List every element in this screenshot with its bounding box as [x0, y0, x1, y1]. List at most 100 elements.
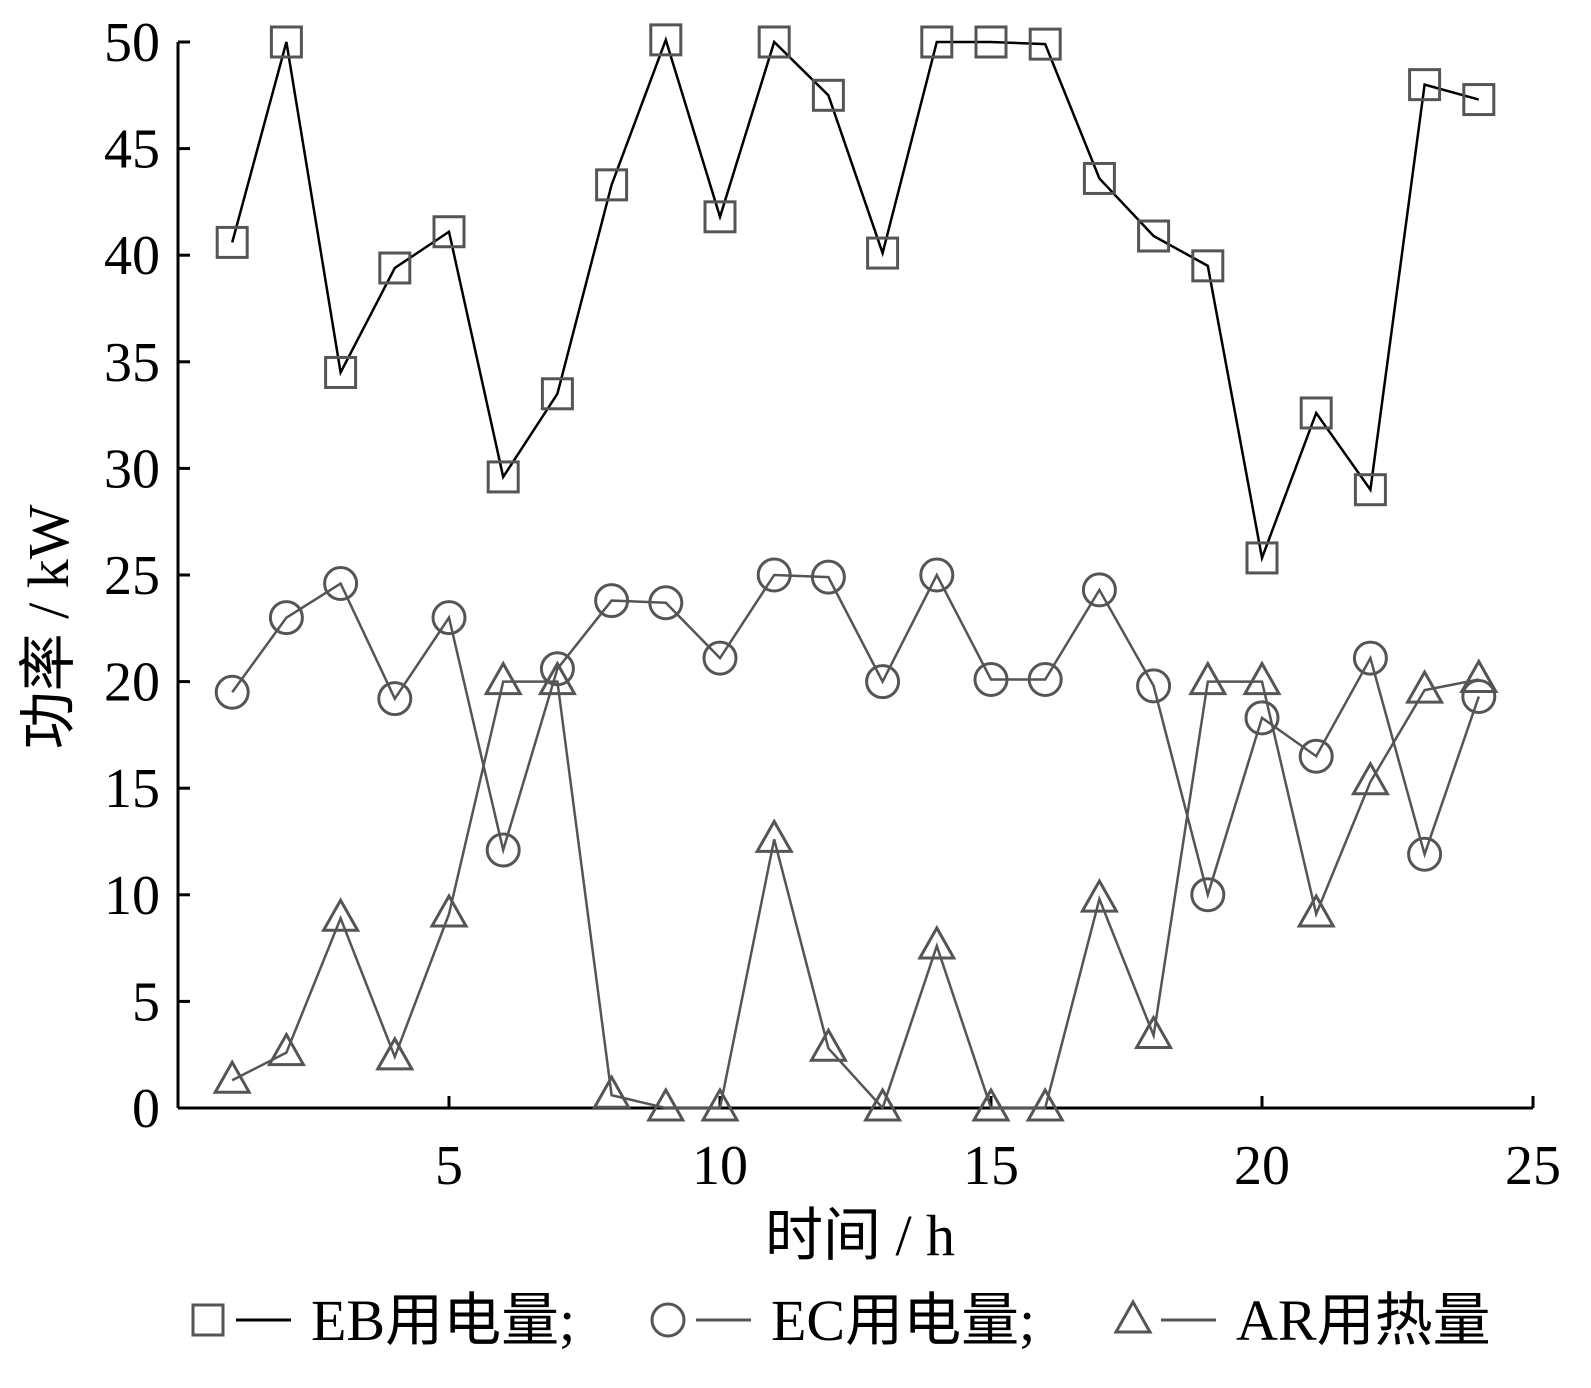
series-line-square [230, 35, 1480, 563]
data-point-triangle [917, 924, 957, 960]
y-tick-label: 40 [104, 225, 160, 287]
data-point-square [269, 25, 303, 59]
data-point-circle [1461, 679, 1497, 715]
data-point-triangle [700, 1086, 740, 1122]
series-group [212, 23, 1499, 1122]
data-point-square [920, 25, 954, 59]
data-point-triangle [429, 892, 469, 928]
y-tick-label: 15 [104, 758, 160, 820]
legend-item-triangle: AR用热量 [1113, 1288, 1491, 1353]
data-point-circle [1136, 668, 1172, 704]
y-tick-label: 35 [104, 332, 160, 394]
x-axis-title: 时间 / h [765, 1203, 955, 1268]
data-point-circle [1027, 661, 1063, 697]
data-point-square [432, 215, 466, 249]
data-point-square [1137, 219, 1171, 253]
data-point-square [595, 168, 629, 202]
legend-label-square: EB用电量; [311, 1288, 575, 1353]
data-point-triangle [212, 1059, 252, 1094]
y-axis-title: 功率 / kW [16, 504, 81, 749]
data-point-square [1408, 68, 1442, 102]
data-point-circle [377, 681, 413, 717]
legend-item-square: EB用电量; [191, 1288, 575, 1353]
data-point-triangle [1296, 892, 1336, 928]
y-tick-label: 50 [104, 12, 160, 74]
data-point-circle [1244, 700, 1280, 736]
x-tick-label: 25 [1505, 1135, 1561, 1197]
data-point-circle [810, 559, 846, 595]
data-point-square [540, 377, 574, 411]
series-square [215, 23, 1496, 575]
data-point-square [1353, 473, 1387, 507]
data-point-circle [1298, 738, 1334, 774]
data-point-square [974, 25, 1008, 59]
data-point-square [811, 78, 845, 112]
data-point-circle [485, 832, 521, 868]
data-point-circle [648, 585, 684, 621]
legend-label-circle: EC用电量; [771, 1288, 1035, 1353]
data-point-square [1245, 541, 1279, 575]
data-point-circle [431, 600, 467, 636]
data-point-square [378, 251, 412, 285]
series-triangle [212, 658, 1499, 1122]
legend: EB用电量; EC用电量; AR用热量 [191, 1288, 1491, 1353]
legend-label-triangle: AR用热量 [1236, 1288, 1491, 1353]
y-tick-label: 30 [104, 438, 160, 500]
data-point-triangle [483, 660, 523, 696]
data-point-square [1299, 396, 1333, 430]
y-tick-label: 5 [132, 971, 160, 1033]
y-tick-label: 25 [104, 545, 160, 607]
legend-item-circle: EC用电量; [650, 1288, 1035, 1353]
data-point-circle [756, 557, 792, 593]
data-point-square [486, 460, 520, 494]
legend-marker-triangle [1113, 1298, 1153, 1334]
data-point-circle [1407, 836, 1443, 872]
data-point-circle [973, 661, 1009, 697]
data-point-square [757, 25, 791, 59]
series-circle [214, 557, 1497, 913]
x-tick-label: 5 [435, 1135, 463, 1197]
data-point-triangle [537, 660, 577, 696]
data-point-triangle [266, 1031, 306, 1067]
data-point-square [1462, 83, 1496, 117]
y-tick-label: 20 [104, 652, 160, 714]
data-point-square [703, 200, 737, 234]
series-line-circle [231, 572, 1480, 900]
data-point-circle [919, 557, 955, 593]
data-point-circle [865, 664, 901, 700]
data-point-triangle [1459, 658, 1499, 693]
data-point-circle [539, 651, 575, 687]
data-point-triangle [971, 1086, 1011, 1122]
data-point-square [1191, 249, 1225, 283]
legend-marker-circle [650, 1302, 686, 1338]
y-tick-label: 0 [132, 1078, 160, 1140]
data-point-square [649, 23, 683, 57]
data-point-triangle [1405, 669, 1445, 704]
data-point-triangle [863, 1086, 903, 1122]
data-point-circle [594, 583, 630, 619]
x-tick-label: 20 [1234, 1135, 1290, 1197]
legend-marker-square [191, 1303, 225, 1337]
data-point-triangle [1079, 878, 1119, 913]
data-point-square [324, 355, 358, 389]
data-point-triangle [375, 1035, 415, 1071]
axes: 0 5 10 15 20 25 30 35 40 45 50 5 10 15 20 25 [104, 12, 1561, 1197]
x-tick-label: 15 [963, 1135, 1019, 1197]
data-point-square [1028, 27, 1062, 61]
data-point-triangle [808, 1027, 848, 1062]
data-point-triangle [321, 897, 361, 932]
data-point-square [866, 236, 900, 270]
data-point-square [215, 225, 249, 259]
data-point-circle [1081, 572, 1117, 608]
data-point-triangle [1242, 660, 1282, 696]
data-point-circle [1190, 877, 1226, 913]
data-point-triangle [1025, 1086, 1065, 1122]
data-point-square [1082, 161, 1116, 195]
data-point-circle [214, 674, 250, 710]
y-tick-label: 10 [104, 865, 160, 927]
data-point-circle [268, 600, 304, 636]
data-point-triangle [1188, 660, 1228, 696]
data-point-circle [323, 566, 359, 602]
